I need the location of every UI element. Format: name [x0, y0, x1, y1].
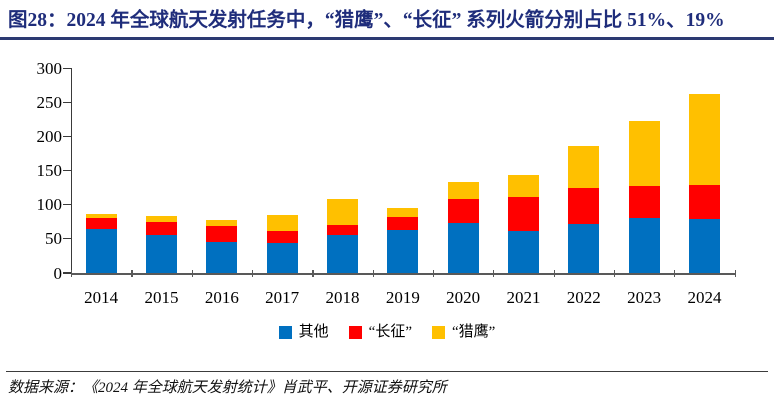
y-axis-line — [71, 68, 73, 275]
bar-segment — [628, 120, 660, 187]
bar-segment — [145, 221, 177, 236]
bar-segment — [206, 225, 238, 242]
data-source-note: 数据来源：《2024 年全球航天发射统计》肖武平、开源证券研究所 — [8, 380, 447, 396]
bar-segment — [266, 215, 298, 231]
legend-label-changzheng: “长征” — [368, 324, 412, 340]
bar-segment — [326, 199, 358, 225]
x-tick-label: 2024 — [687, 288, 722, 307]
bar-segment — [568, 146, 600, 188]
x-axis-tick — [312, 269, 314, 277]
x-tick-label: 2022 — [566, 288, 601, 307]
bar-segment — [266, 230, 298, 243]
y-axis-tick — [63, 136, 71, 138]
y-axis-tick — [63, 170, 71, 172]
y-tick-label: 200 — [36, 127, 63, 147]
legend-item-changzheng: “长征” — [348, 323, 412, 341]
bar-segment — [447, 181, 479, 200]
y-axis-tick — [63, 101, 71, 104]
y-tick-label: 150 — [36, 161, 63, 181]
bar-segment — [688, 185, 720, 220]
x-axis-tick — [674, 269, 676, 277]
x-axis-tick — [432, 269, 435, 277]
y-axis-tick — [63, 272, 71, 274]
x-tick-label: 2014 — [84, 288, 119, 307]
bar-segment — [447, 222, 479, 273]
y-tick-label: 100 — [36, 195, 63, 215]
x-axis-tick — [613, 269, 616, 277]
y-axis-tick — [63, 238, 71, 240]
legend-swatch-others — [278, 325, 292, 339]
bar-segment — [387, 230, 419, 273]
x-axis-tick — [191, 269, 193, 277]
x-tick-label: 2018 — [325, 288, 360, 307]
footer-divider — [6, 371, 768, 373]
x-tick-label: 2019 — [385, 288, 420, 307]
legend-item-lieying: “猎鹰” — [432, 323, 495, 341]
x-axis-tick — [71, 269, 73, 277]
bar-segment — [326, 234, 358, 273]
figure-title: 图28：2024 年全球航天发射任务中，“猎鹰”、“长征” 系列火箭分别占比 5… — [8, 10, 725, 31]
legend-label-lieying: “猎鹰” — [452, 324, 496, 340]
bar-segment — [447, 199, 479, 223]
y-axis-tick — [63, 67, 71, 69]
bar-segment — [688, 219, 720, 273]
y-tick-label: 300 — [36, 58, 63, 78]
bar-segment — [507, 230, 539, 273]
y-tick-label: 50 — [45, 229, 62, 249]
bar-segment — [387, 217, 419, 231]
legend-swatch-lieying — [432, 325, 445, 339]
bar-segment — [688, 93, 720, 185]
bar-segment — [206, 241, 238, 273]
bar-segment — [145, 235, 177, 273]
title-rule — [0, 37, 774, 40]
x-axis-tick — [131, 269, 133, 277]
bar-segment — [145, 216, 177, 222]
legend-label-others: 其他 — [298, 324, 329, 340]
x-tick-label: 2015 — [144, 288, 179, 307]
bar-segment — [387, 208, 419, 218]
bar-segment — [507, 175, 539, 197]
x-tick-label: 2020 — [446, 288, 481, 307]
x-axis-tick — [734, 269, 736, 277]
bar-segment — [85, 218, 117, 229]
y-tick-label: 0 — [53, 263, 63, 283]
x-axis-tick — [372, 269, 374, 277]
bar-segment — [266, 242, 298, 273]
x-axis-tick — [251, 269, 254, 277]
x-tick-label: 2016 — [204, 288, 239, 307]
x-tick-label: 2023 — [627, 288, 662, 307]
x-axis-tick — [553, 269, 555, 277]
x-tick-label: 2021 — [506, 288, 541, 307]
bar-segment — [628, 218, 660, 273]
y-axis-tick — [63, 204, 71, 206]
bar-segment — [568, 223, 600, 273]
bar-segment — [628, 186, 660, 219]
x-tick-label: 2017 — [265, 288, 300, 307]
bar-segment — [85, 228, 117, 273]
x-axis-line — [71, 272, 735, 276]
bar-segment — [85, 214, 117, 219]
legend-item-others: 其他 — [278, 323, 329, 341]
bar-segment — [206, 220, 238, 226]
bar-segment — [326, 224, 358, 235]
x-axis-tick — [493, 269, 495, 277]
y-tick-label: 250 — [36, 93, 63, 112]
bar-segment — [507, 196, 539, 231]
legend-swatch-changzheng — [348, 325, 362, 339]
bar-segment — [568, 187, 600, 224]
chart-legend: 其他 “长征” “猎鹰” — [0, 323, 774, 341]
